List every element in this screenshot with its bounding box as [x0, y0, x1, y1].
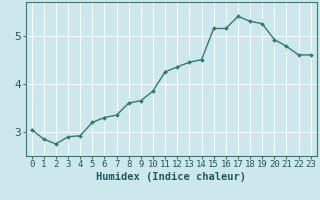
- X-axis label: Humidex (Indice chaleur): Humidex (Indice chaleur): [96, 172, 246, 182]
